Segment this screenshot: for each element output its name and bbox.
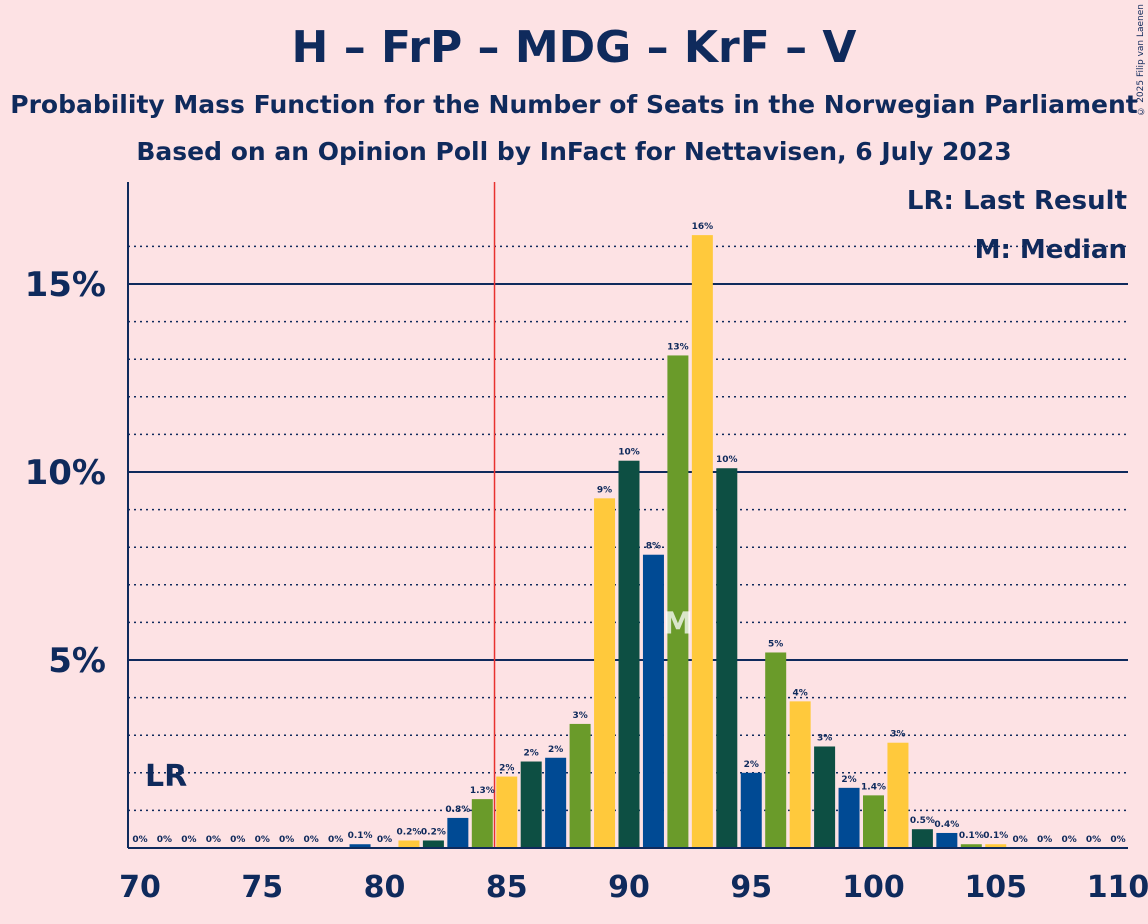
bar-seat-99 xyxy=(838,787,860,848)
bar-label-seat-95: 2% xyxy=(744,760,759,770)
x-tick-label: 100 xyxy=(842,870,905,905)
bar-seat-93 xyxy=(691,235,713,848)
median-marker: M xyxy=(663,607,693,642)
x-tick-label: 105 xyxy=(964,870,1027,905)
chart-title: H – FrP – MDG – KrF – V xyxy=(291,22,857,73)
bar-seat-95 xyxy=(740,772,762,848)
bar-seat-96 xyxy=(765,652,787,848)
bar-seat-102 xyxy=(911,829,933,848)
bar-label-seat-107: 0% xyxy=(1037,835,1052,845)
bar-label-seat-72: 0% xyxy=(181,835,196,845)
bar-label-seat-93: 16% xyxy=(692,222,714,232)
x-tick-label: 85 xyxy=(486,870,528,905)
x-tick-label: 75 xyxy=(241,870,283,905)
bar-label-seat-89: 9% xyxy=(597,485,612,495)
bar-label-seat-70: 0% xyxy=(132,835,147,845)
bar-label-seat-75: 0% xyxy=(255,835,270,845)
bar-seat-90 xyxy=(618,460,640,848)
y-tick-label: 15% xyxy=(25,265,106,305)
bar-seat-97 xyxy=(789,701,811,848)
bar-seat-84 xyxy=(471,799,493,848)
x-tick-label: 110 xyxy=(1087,870,1148,905)
bar-label-seat-100: 1.4% xyxy=(861,782,886,792)
bar-seat-86 xyxy=(520,761,542,848)
bar-label-seat-91: 8% xyxy=(646,542,661,552)
bar-label-seat-88: 3% xyxy=(572,711,587,721)
bar-label-seat-90: 10% xyxy=(618,448,640,458)
bar-label-seat-74: 0% xyxy=(230,835,245,845)
legend-last-result: LR: Last Result xyxy=(907,186,1127,216)
bar-label-seat-106: 0% xyxy=(1013,835,1028,845)
x-tick-label: 80 xyxy=(364,870,406,905)
bar-seat-79 xyxy=(349,844,371,848)
axes: 70 75 80 85 90 95 100 105 110 5% 10% 15% xyxy=(25,182,1148,905)
bar-label-seat-96: 5% xyxy=(768,639,783,649)
bar-label-seat-94: 10% xyxy=(716,455,738,465)
bar-label-seat-101: 3% xyxy=(890,730,905,740)
bar-label-seat-80: 0% xyxy=(377,835,392,845)
bar-label-seat-83: 0.8% xyxy=(445,805,470,815)
bar-label-seat-105: 0.1% xyxy=(983,831,1008,841)
chart-source-line: Based on an Opinion Poll by InFact for N… xyxy=(136,137,1012,166)
bar-seat-103 xyxy=(936,832,958,848)
bar-label-seat-102: 0.5% xyxy=(910,816,935,826)
bar-seat-104 xyxy=(960,844,982,848)
bar-label-seat-87: 2% xyxy=(548,745,563,755)
bar-label-seat-82: 0.2% xyxy=(421,827,446,837)
bars xyxy=(349,235,1007,848)
bar-label-seat-97: 4% xyxy=(793,688,808,698)
bar-label-seat-108: 0% xyxy=(1061,835,1076,845)
bar-seat-88 xyxy=(569,723,591,848)
bar-seat-92 xyxy=(667,355,689,848)
x-tick-label: 95 xyxy=(730,870,772,905)
bar-label-seat-79: 0.1% xyxy=(348,831,373,841)
bar-label-seat-78: 0% xyxy=(328,835,343,845)
y-tick-label: 5% xyxy=(48,641,106,681)
bar-seat-87 xyxy=(545,757,567,848)
bar-label-seat-104: 0.1% xyxy=(959,831,984,841)
bar-seat-100 xyxy=(863,795,884,848)
bar-label-seat-103: 0.4% xyxy=(934,820,959,830)
bar-label-seat-85: 2% xyxy=(499,764,514,774)
bar-label-seat-77: 0% xyxy=(304,835,319,845)
bar-label-seat-81: 0.2% xyxy=(396,827,421,837)
bar-label-seat-110: 0% xyxy=(1110,835,1125,845)
bar-labels: 0% 0% 0% 0% 0% 0% 0% 0% 0% 0.1% 0% 0.2% 0.2% 0.8%1.3%… xyxy=(132,222,1125,845)
bar-label-seat-92: 13% xyxy=(667,342,689,352)
bar-seat-98 xyxy=(814,746,836,848)
bar-label-seat-109: 0% xyxy=(1086,835,1101,845)
bar-seat-85 xyxy=(496,776,518,848)
x-tick-label: 90 xyxy=(608,870,650,905)
bar-label-seat-76: 0% xyxy=(279,835,294,845)
bar-seat-89 xyxy=(594,498,616,848)
bar-seat-82 xyxy=(422,840,444,848)
bar-label-seat-98: 3% xyxy=(817,733,832,743)
bar-seat-105 xyxy=(985,844,1007,848)
bar-label-seat-84: 1.3% xyxy=(470,786,495,796)
legend-median: M: Median xyxy=(975,235,1127,265)
last-result-marker: LR xyxy=(145,759,187,794)
bar-seat-94 xyxy=(716,468,738,848)
bar-label-seat-71: 0% xyxy=(157,835,172,845)
bar-label-seat-73: 0% xyxy=(206,835,221,845)
bar-label-seat-86: 2% xyxy=(524,749,539,759)
bar-seat-83 xyxy=(447,817,469,848)
bar-label-seat-99: 2% xyxy=(841,775,856,785)
bar-seat-81 xyxy=(398,840,420,848)
bar-seat-101 xyxy=(887,742,909,848)
bar-seat-91 xyxy=(642,554,664,848)
y-tick-label: 10% xyxy=(25,453,106,493)
x-tick-label: 70 xyxy=(119,870,161,905)
chart-subtitle: Probability Mass Function for the Number… xyxy=(10,90,1138,119)
